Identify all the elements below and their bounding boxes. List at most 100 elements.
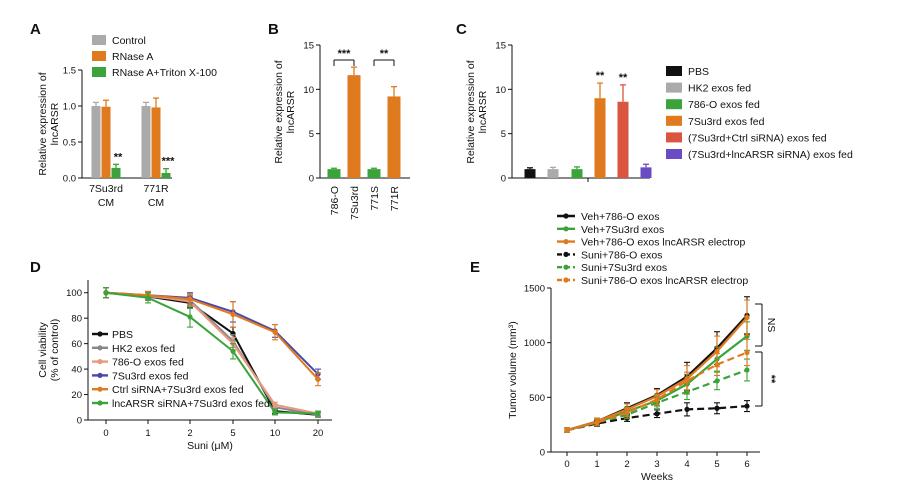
panel-e-legend-marker — [563, 213, 569, 219]
panel-e-point — [624, 410, 630, 416]
panel-a-bar — [91, 106, 101, 178]
panel-d-point — [230, 348, 236, 354]
panel-b-y-title: lncARSR — [285, 90, 297, 133]
panel-d-legend-marker — [97, 400, 103, 406]
panel-d-legend-marker — [97, 345, 103, 351]
panel-d-x-title: Suni (μM) — [187, 440, 233, 452]
panel-b-bar — [347, 75, 361, 178]
panel-c-legend-label: (7Su3rd+lncARSR siRNA) exos fed — [688, 149, 853, 161]
panel-d-series-line — [105, 291, 319, 416]
panel-a-x-tick-label: 771R — [143, 183, 169, 195]
panel-e-point — [684, 378, 690, 384]
panel-c-bar — [547, 169, 559, 178]
panel-d-legend-label: PBS — [112, 329, 133, 341]
panel-e-legend-label: Veh+786-O exos lncARSR electrop — [581, 237, 745, 249]
panel-d-legend-label: HK2 exos fed — [112, 343, 175, 355]
panel-d-point — [103, 290, 109, 296]
panel-e-label: E — [470, 259, 480, 276]
panel-d-series-line — [105, 291, 319, 415]
panel-b-sig-label: *** — [338, 48, 352, 60]
panel-d-x-tick-label: 1 — [145, 428, 150, 439]
panel-c-legend-label: PBS — [688, 66, 709, 78]
panel-e-y-tick-label: 1000 — [524, 338, 545, 349]
panel-e-x-title: Weeks — [641, 471, 673, 483]
panel-a-legend-swatch — [92, 35, 106, 45]
panel-e-point — [714, 378, 720, 384]
panel-e-sig-label: NS — [765, 318, 777, 333]
panel-b-x-tick-label: 771R — [389, 186, 401, 212]
panel-e-x-tick-label: 6 — [744, 459, 749, 470]
panel-e-legend-marker — [563, 264, 569, 270]
panel-d-x-tick-label: 0 — [103, 428, 108, 439]
panel-e-legend-label: Suni+786-O exos lncARSR electrop — [581, 275, 748, 287]
panel-e-legend-marker — [563, 251, 569, 257]
panel-d-y-tick-label: 60 — [71, 339, 82, 350]
panel-a-legend-swatch — [92, 67, 106, 77]
panel-e-point — [744, 349, 750, 356]
panel-c-legend-swatch — [666, 82, 682, 93]
panel-c-sig-label: ** — [596, 70, 605, 82]
panel-c-y-axis-tick-label: 0 — [501, 174, 506, 185]
panel-d-y-title: (% of control) — [49, 319, 61, 381]
panel-c-y-axis-tick-label: 15 — [495, 41, 506, 52]
panel-c-bar — [617, 101, 629, 178]
panel-c-legend-label: HK2 exos fed — [688, 83, 751, 95]
panel-b-y-axis-tick-label: 5 — [309, 129, 314, 140]
panel-d-legend-label: lncARSR siRNA+7Su3rd exos fed — [112, 398, 270, 410]
panel-c-bar — [524, 169, 536, 178]
panel-d-point — [145, 295, 151, 301]
panel-e-point — [714, 405, 720, 411]
panel-e-point — [684, 406, 690, 412]
panel-b-x-tick-label: 786-O — [329, 186, 341, 215]
panel-d-legend-marker — [97, 359, 103, 365]
panel-c-legend-swatch — [666, 115, 682, 126]
panel-a-bar — [111, 167, 121, 178]
panel-d-point — [230, 311, 236, 317]
panel-b-y-axis-tick-label: 10 — [303, 85, 314, 96]
panel-b-bar — [327, 169, 341, 178]
panel-e-x-tick-label: 1 — [594, 459, 599, 470]
panel-a-y-axis-tick-label: 1.5 — [63, 66, 76, 77]
panel-a-legend-swatch — [92, 51, 106, 61]
panel-e-legend-label: Veh+786-O exos — [581, 211, 660, 223]
panel-a-legend-label: RNase A+Triton X-100 — [112, 67, 217, 79]
panel-a-x-tick-label: 7Su3rd — [89, 183, 123, 195]
panel-c-legend-label: 7Su3rd exos fed — [688, 116, 765, 128]
panel-e-point — [654, 396, 660, 403]
panel-a-y-axis-tick-label: 0.5 — [63, 138, 76, 149]
panel-a-legend-label: Control — [112, 35, 146, 47]
panel-d-y-tick-label: 40 — [71, 365, 82, 376]
panel-e-x-tick-label: 4 — [684, 459, 689, 470]
panel-c-legend-swatch — [666, 66, 682, 76]
panel-d-point — [187, 296, 193, 302]
panel-a-label: A — [30, 21, 41, 38]
panel-c-legend-label: 786-O exos fed — [688, 99, 760, 111]
panel-c-y-axis-tick-label: 10 — [495, 85, 506, 96]
panel-d-legend-marker — [97, 372, 103, 378]
panel-d-point — [187, 314, 193, 320]
panel-d-point — [272, 402, 278, 408]
panel-a-legend-label: RNase A — [112, 51, 153, 63]
panel-e-point — [744, 367, 750, 373]
panel-d-legend-label: Ctrl siRNA+7Su3rd exos fed — [112, 384, 244, 396]
panel-c-y-title: lncARSR — [477, 90, 489, 133]
panel-e-point — [714, 361, 720, 368]
panel-c-legend-swatch — [666, 149, 682, 159]
panel-e-x-tick-label: 5 — [714, 459, 719, 470]
panel-e-point — [714, 348, 720, 355]
panel-d-x-tick-label: 20 — [313, 428, 324, 439]
panel-c-bar — [571, 169, 583, 178]
panel-e-point — [594, 419, 600, 426]
panel-e-legend-marker — [563, 277, 569, 283]
panel-e-point — [564, 427, 570, 433]
panel-d-y-tick-label: 100 — [66, 288, 82, 299]
panel-e-x-tick-label: 2 — [624, 459, 629, 470]
panel-d-x-tick-label: 2 — [187, 428, 192, 439]
panel-c-y-title: Relative expression of — [465, 60, 477, 163]
panel-c-bar — [594, 98, 606, 178]
panel-c-label: C — [456, 21, 467, 38]
panel-d-point — [272, 409, 278, 415]
panel-c-legend-swatch — [666, 132, 682, 143]
panel-d-legend-label: 786-O exos fed — [112, 357, 184, 369]
